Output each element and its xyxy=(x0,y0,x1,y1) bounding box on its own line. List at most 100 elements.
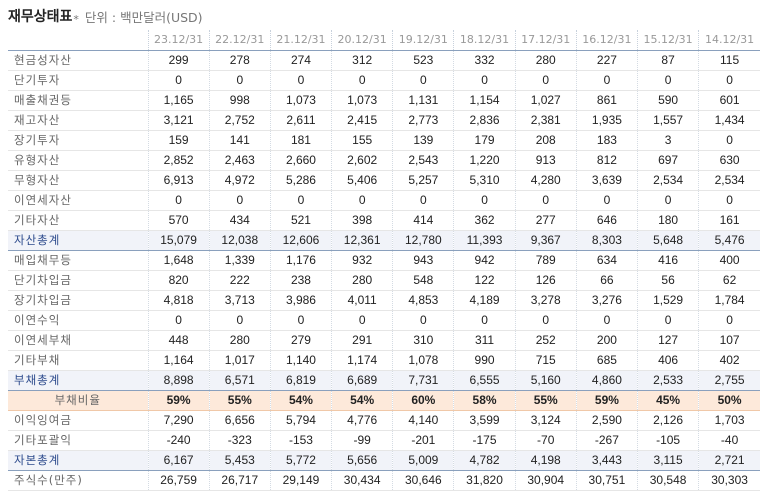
table-cell: 0 xyxy=(147,190,210,211)
table-cell: 2,415 xyxy=(331,110,393,131)
table-row: 기타부채 1,164 1,017 1,140 1,174 1,078 990 715 685 40… xyxy=(8,350,760,371)
table-cell: 5,406 xyxy=(331,170,393,191)
column-header: 21.12/31 xyxy=(269,30,332,51)
table-cell: 0 xyxy=(392,70,454,91)
table-cell: 521 xyxy=(269,210,332,231)
table-cell: 227 xyxy=(575,50,638,71)
table-cell: 6,913 xyxy=(147,170,210,191)
table-cell: 4,782 xyxy=(453,450,516,471)
table-cell: 3,124 xyxy=(514,410,577,431)
column-header: 18.12/31 xyxy=(453,30,516,51)
table-cell: 3,115 xyxy=(636,450,699,471)
table-cell: 0 xyxy=(208,310,271,331)
table-cell: 11,393 xyxy=(453,230,516,251)
column-header: 23.12/31 xyxy=(147,30,210,51)
total-row: 자산총계 15,079 12,038 12,606 12,361 12,780 11,393… xyxy=(8,230,760,251)
table-cell: 2,660 xyxy=(269,150,332,171)
table-cell: 0 xyxy=(575,310,638,331)
table-row: 이익잉여금 7,290 6,656 5,794 4,776 4,140 3,599 3,124… xyxy=(8,410,760,431)
table-cell: 6,689 xyxy=(331,370,393,391)
table-cell: 1,073 xyxy=(331,90,393,111)
ratio-row: 부채비율 59% 55% 54% 54% 60% 58% 55% 59% 45% 50% xyxy=(8,390,760,411)
table-cell: 861 xyxy=(575,90,638,111)
table-cell: 398 xyxy=(331,210,393,231)
table-cell: 5,310 xyxy=(453,170,516,191)
table-cell: -323 xyxy=(208,430,271,451)
table-cell: 291 xyxy=(331,330,393,351)
table-cell: 1,557 xyxy=(636,110,699,131)
table-cell: 634 xyxy=(575,250,638,271)
table-cell: 200 xyxy=(575,330,638,351)
table-cell: 1,017 xyxy=(208,350,271,371)
table-cell: 3,986 xyxy=(269,290,332,311)
table-row: 기타자산 570 434 521 398 414 362 277 646 180 161 xyxy=(8,210,760,231)
table-cell: 159 xyxy=(147,130,210,151)
table-cell: 5,453 xyxy=(208,450,271,471)
table-cell: 0 xyxy=(636,190,699,211)
row-label: 주식수(만주) xyxy=(8,470,148,491)
table-cell: 2,755 xyxy=(698,370,760,391)
table-cell: 222 xyxy=(208,270,271,291)
table-cell: -70 xyxy=(514,430,577,451)
table-cell: 4,011 xyxy=(331,290,393,311)
table-cell: 1,165 xyxy=(147,90,210,111)
table-cell: 2,773 xyxy=(392,110,454,131)
table-cell: 1,078 xyxy=(392,350,454,371)
table-cell: 280 xyxy=(208,330,271,351)
table-cell: -240 xyxy=(147,430,210,451)
table-cell: 0 xyxy=(514,70,577,91)
table-cell: 15,079 xyxy=(147,230,210,251)
table-cell: 55% xyxy=(208,390,271,411)
table-cell: 183 xyxy=(575,130,638,151)
table-cell: 45% xyxy=(636,390,699,411)
row-label: 부채비율 xyxy=(8,390,148,411)
table-cell: 2,611 xyxy=(269,110,332,131)
table-cell: 0 xyxy=(698,190,760,211)
table-cell: 1,220 xyxy=(453,150,516,171)
table-cell: 299 xyxy=(147,50,210,71)
table-cell: 548 xyxy=(392,270,454,291)
table-cell: 0 xyxy=(698,310,760,331)
table-cell: 6,656 xyxy=(208,410,271,431)
table-cell: 66 xyxy=(575,270,638,291)
table-cell: 4,776 xyxy=(331,410,393,431)
row-label: 장기차입금 xyxy=(8,290,148,311)
table-cell: 208 xyxy=(514,130,577,151)
table-cell: 126 xyxy=(514,270,577,291)
table-cell: 0 xyxy=(392,310,454,331)
unit-label: 단위 : 백만달러(USD) xyxy=(84,10,203,25)
header-row: 23.12/31 22.12/31 21.12/31 20.12/31 19.12/31… xyxy=(8,30,760,51)
table-cell: 2,534 xyxy=(636,170,699,191)
table-cell: 1,073 xyxy=(269,90,332,111)
table-cell: 406 xyxy=(636,350,699,371)
table-cell: 990 xyxy=(453,350,516,371)
table-cell: 115 xyxy=(698,50,760,71)
table-cell: 3,713 xyxy=(208,290,271,311)
table-cell: 312 xyxy=(331,50,393,71)
table-cell: 4,189 xyxy=(453,290,516,311)
table-cell: 2,381 xyxy=(514,110,577,131)
table-cell: 6,555 xyxy=(453,370,516,391)
row-label: 장기투자 xyxy=(8,130,148,151)
table-cell: 62 xyxy=(698,270,760,291)
table-cell: 30,904 xyxy=(514,470,577,491)
table-cell: 26,717 xyxy=(208,470,271,491)
table-cell: 0 xyxy=(698,70,760,91)
table-row: 단기차입금 820 222 238 280 548 122 126 66 56 62 xyxy=(8,270,760,291)
table-cell: 1,935 xyxy=(575,110,638,131)
table-cell: 12,780 xyxy=(392,230,454,251)
table-cell: 332 xyxy=(453,50,516,71)
table-cell: 30,646 xyxy=(392,470,454,491)
table-cell: 3,443 xyxy=(575,450,638,471)
table-cell: 820 xyxy=(147,270,210,291)
header-corner xyxy=(8,30,148,51)
table-cell: 12,038 xyxy=(208,230,271,251)
table-row: 이연세부채 448 280 279 291 310 311 252 200 127 107 xyxy=(8,330,760,351)
table-cell: 0 xyxy=(269,70,332,91)
table-cell: 0 xyxy=(147,310,210,331)
column-header: 15.12/31 xyxy=(636,30,699,51)
table-cell: 1,027 xyxy=(514,90,577,111)
table-cell: 54% xyxy=(269,390,332,411)
table-cell: 5,476 xyxy=(698,230,760,251)
table-cell: 4,818 xyxy=(147,290,210,311)
